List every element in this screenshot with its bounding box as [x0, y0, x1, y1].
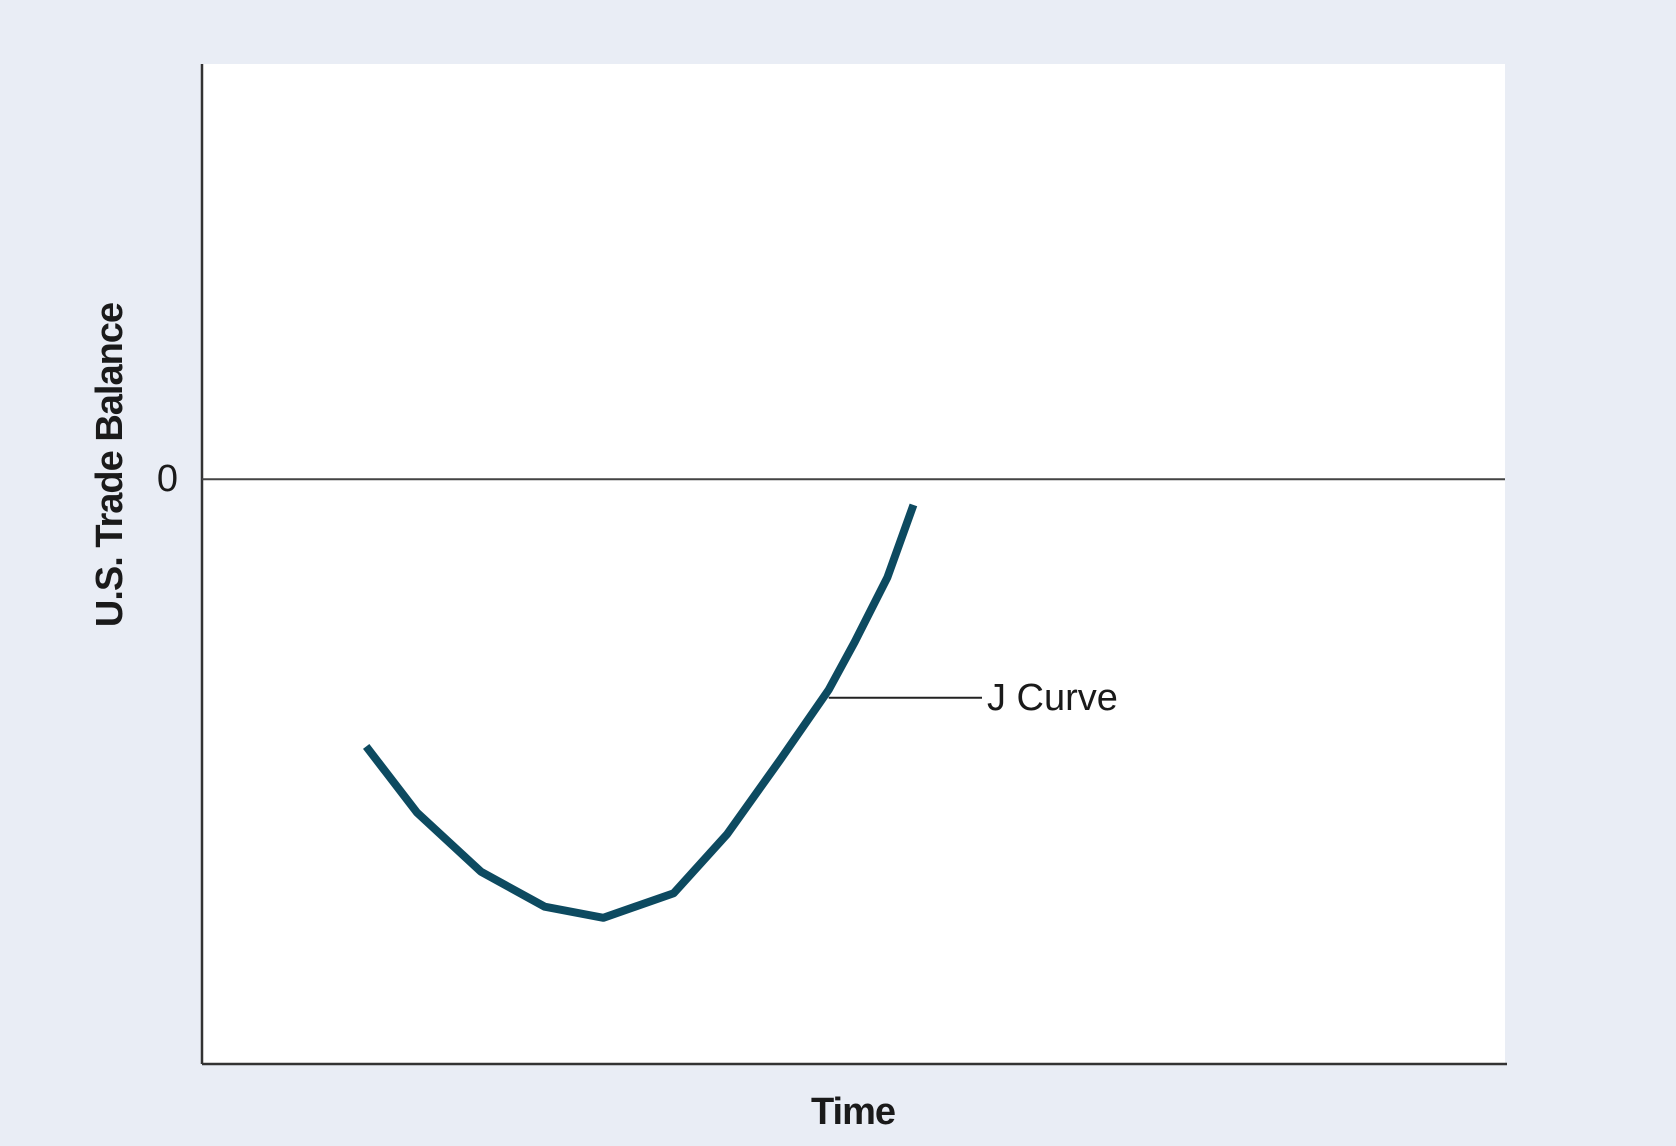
plot-area [202, 64, 1505, 1064]
y-tick-label: 0 [157, 458, 178, 500]
y-axis-label: U.S. Trade Balance [89, 303, 131, 627]
x-axis-label: Time [811, 1091, 895, 1133]
annotation: J Curve [987, 677, 1118, 719]
j-curve-line [363, 503, 918, 922]
